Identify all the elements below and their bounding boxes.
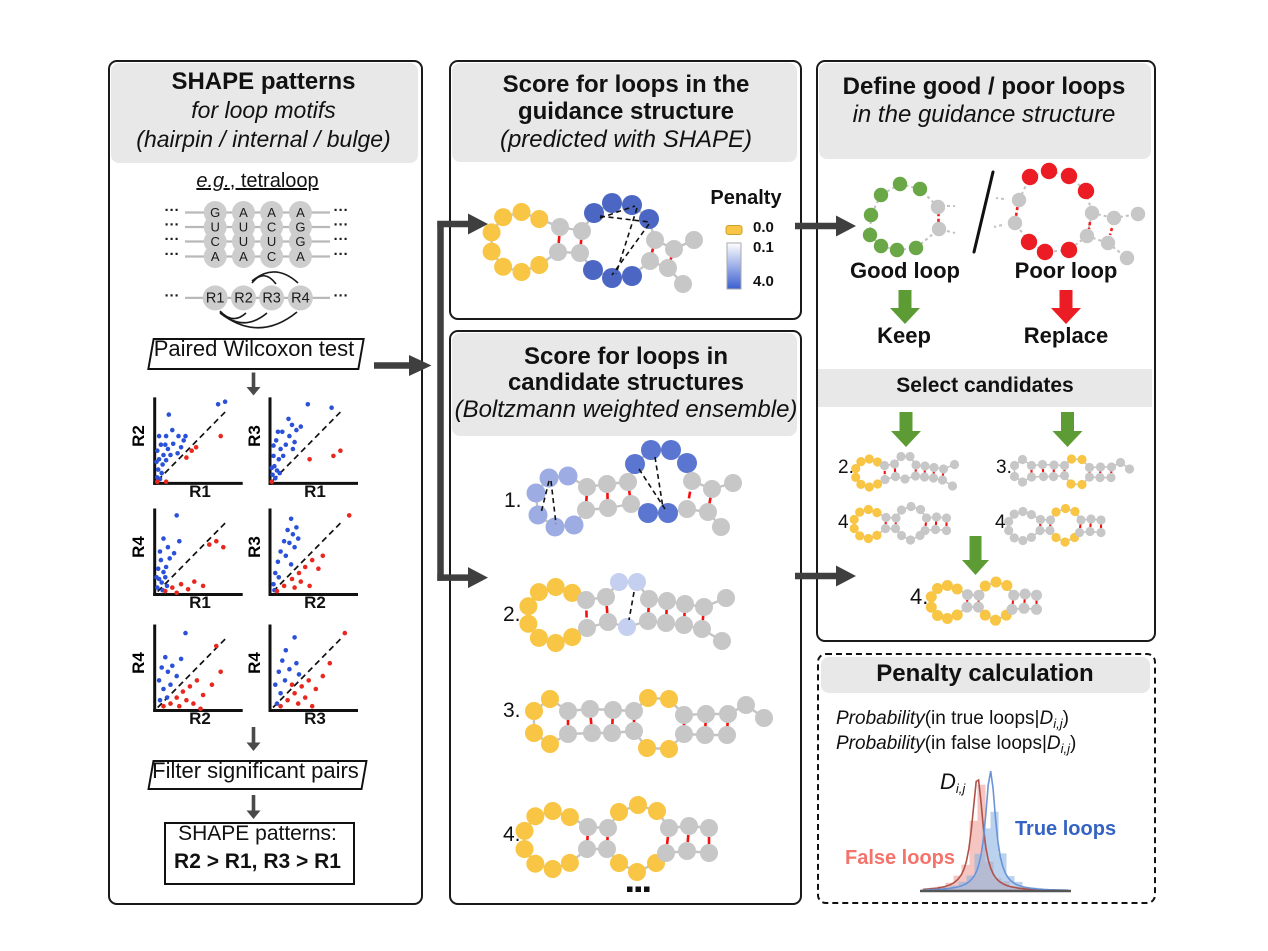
- svg-text:G: G: [295, 234, 305, 249]
- svg-text:G: G: [210, 205, 220, 220]
- svg-text:···: ···: [334, 217, 349, 234]
- svg-text:A: A: [211, 249, 220, 264]
- svg-text:···: ···: [165, 287, 180, 304]
- svg-text:U: U: [211, 220, 220, 235]
- svg-text:A: A: [267, 205, 276, 220]
- svg-text:C: C: [211, 234, 220, 249]
- svg-text:···: ···: [334, 231, 349, 248]
- svg-text:R2: R2: [234, 291, 253, 307]
- svg-text:R4: R4: [291, 291, 310, 307]
- svg-text:···: ···: [165, 246, 180, 263]
- svg-text:···: ···: [165, 217, 180, 234]
- svg-text:U: U: [267, 234, 276, 249]
- svg-text:···: ···: [165, 231, 180, 248]
- svg-text:C: C: [267, 249, 276, 264]
- svg-text:A: A: [296, 249, 305, 264]
- svg-text:···: ···: [334, 202, 349, 219]
- svg-text:R1: R1: [206, 291, 225, 307]
- svg-text:A: A: [239, 205, 248, 220]
- svg-text:A: A: [296, 205, 305, 220]
- svg-text:G: G: [295, 220, 305, 235]
- svg-text:C: C: [267, 220, 276, 235]
- svg-text:···: ···: [334, 246, 349, 263]
- svg-text:A: A: [239, 249, 248, 264]
- svg-text:···: ···: [165, 202, 180, 219]
- svg-text:···: ···: [334, 287, 349, 304]
- svg-text:R3: R3: [262, 291, 281, 307]
- svg-text:U: U: [239, 220, 248, 235]
- svg-text:U: U: [239, 234, 248, 249]
